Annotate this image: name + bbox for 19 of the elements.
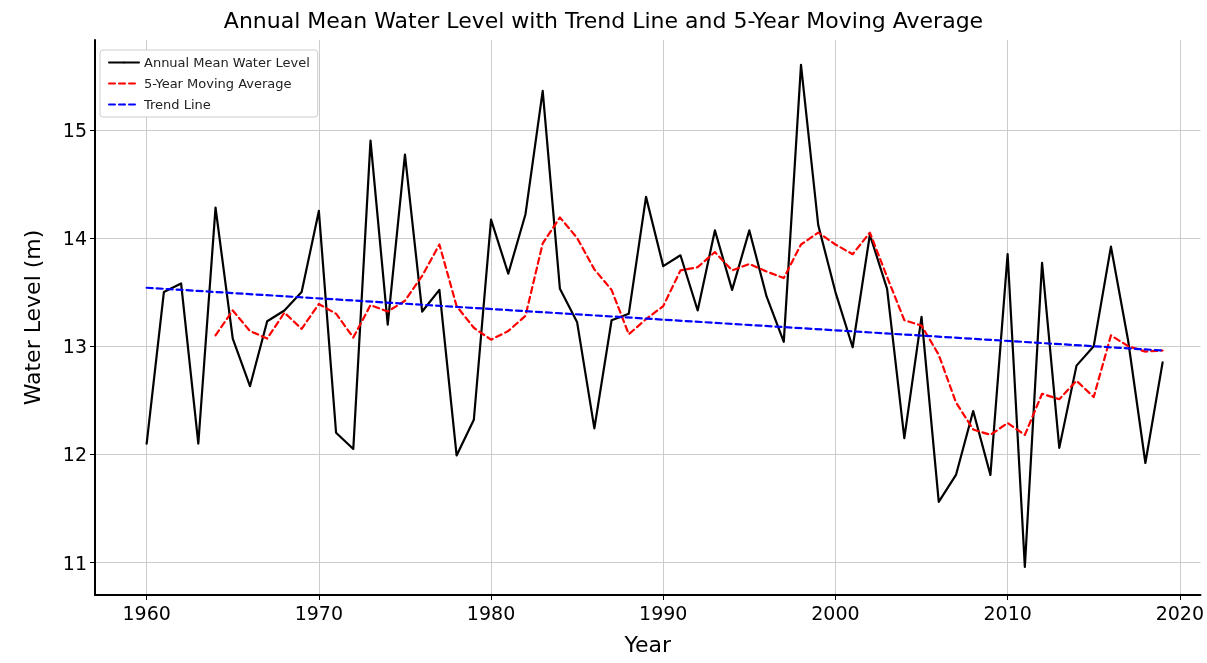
- y-tick-label: 14: [62, 226, 87, 249]
- x-tick-label: 1980: [466, 601, 516, 624]
- legend-label: Trend Line: [143, 97, 211, 112]
- x-tick-label: 2020: [1155, 601, 1204, 624]
- y-tick-label: 11: [62, 551, 87, 574]
- x-tick-label: 2000: [811, 601, 860, 624]
- x-tick-label: 2010: [983, 601, 1032, 624]
- y-tick-label: 12: [62, 443, 87, 466]
- x-tick-label: 1970: [294, 601, 344, 624]
- chart-title: Annual Mean Water Level with Trend Line and 5-Year Moving Average: [223, 7, 984, 33]
- x-axis-title: Year: [623, 631, 672, 657]
- x-tick-label: 1960: [122, 601, 171, 624]
- y-tick-label: 15: [62, 118, 87, 141]
- y-axis-title: Water Level (m): [19, 229, 45, 406]
- y-tick-label: 13: [62, 335, 87, 358]
- line-series: [214, 216, 1164, 436]
- legend-label: Annual Mean Water Level: [144, 55, 310, 70]
- x-tick-label: 1990: [639, 601, 688, 624]
- legend-label: 5-Year Moving Average: [144, 76, 292, 91]
